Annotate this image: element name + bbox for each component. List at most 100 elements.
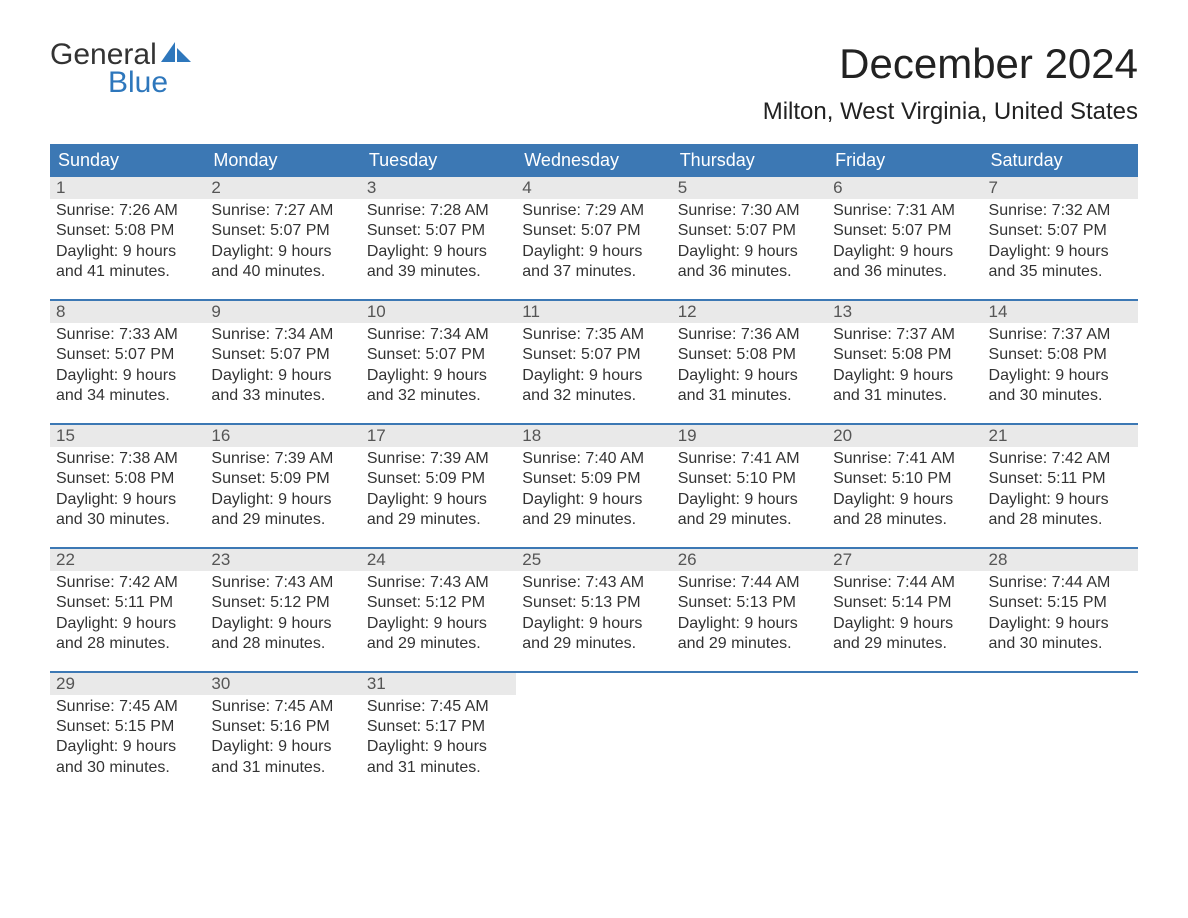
day-sunrise: Sunrise: 7:45 AM [211, 697, 354, 717]
day-sunrise: Sunrise: 7:43 AM [522, 573, 665, 593]
day-number: 22 [50, 549, 205, 571]
calendar-day: 1Sunrise: 7:26 AMSunset: 5:08 PMDaylight… [50, 177, 205, 283]
day-sunrise: Sunrise: 7:38 AM [56, 449, 199, 469]
day-d2: and 28 minutes. [833, 510, 976, 530]
day-d2: and 28 minutes. [56, 634, 199, 654]
day-sunset: Sunset: 5:07 PM [367, 345, 510, 365]
day-sunset: Sunset: 5:08 PM [989, 345, 1132, 365]
day-d2: and 31 minutes. [678, 386, 821, 406]
day-number: 26 [672, 549, 827, 571]
day-d2: and 34 minutes. [56, 386, 199, 406]
day-d1: Daylight: 9 hours [678, 366, 821, 386]
day-number: 5 [672, 177, 827, 199]
day-header: Saturday [983, 144, 1138, 177]
day-number: 15 [50, 425, 205, 447]
day-d1: Daylight: 9 hours [833, 242, 976, 262]
day-d1: Daylight: 9 hours [833, 490, 976, 510]
day-d1: Daylight: 9 hours [833, 366, 976, 386]
day-d2: and 29 minutes. [678, 634, 821, 654]
calendar-day: 16Sunrise: 7:39 AMSunset: 5:09 PMDayligh… [205, 425, 360, 531]
day-number: 6 [827, 177, 982, 199]
day-sunset: Sunset: 5:07 PM [989, 221, 1132, 241]
day-body: Sunrise: 7:39 AMSunset: 5:09 PMDaylight:… [205, 447, 360, 531]
day-number: 13 [827, 301, 982, 323]
day-sunset: Sunset: 5:13 PM [522, 593, 665, 613]
day-body: Sunrise: 7:37 AMSunset: 5:08 PMDaylight:… [827, 323, 982, 407]
day-sunrise: Sunrise: 7:39 AM [211, 449, 354, 469]
day-body: Sunrise: 7:45 AMSunset: 5:15 PMDaylight:… [50, 695, 205, 779]
day-d2: and 28 minutes. [211, 634, 354, 654]
calendar-day: 25Sunrise: 7:43 AMSunset: 5:13 PMDayligh… [516, 549, 671, 655]
calendar-day: 4Sunrise: 7:29 AMSunset: 5:07 PMDaylight… [516, 177, 671, 283]
day-sunset: Sunset: 5:10 PM [833, 469, 976, 489]
day-d1: Daylight: 9 hours [522, 614, 665, 634]
day-d2: and 30 minutes. [989, 634, 1132, 654]
day-sunset: Sunset: 5:09 PM [367, 469, 510, 489]
day-sunset: Sunset: 5:10 PM [678, 469, 821, 489]
day-sunset: Sunset: 5:13 PM [678, 593, 821, 613]
day-d2: and 29 minutes. [522, 634, 665, 654]
day-sunrise: Sunrise: 7:45 AM [367, 697, 510, 717]
logo-text-blue: Blue [50, 68, 191, 98]
day-header: Thursday [672, 144, 827, 177]
day-sunset: Sunset: 5:17 PM [367, 717, 510, 737]
day-body: Sunrise: 7:35 AMSunset: 5:07 PMDaylight:… [516, 323, 671, 407]
day-body: Sunrise: 7:39 AMSunset: 5:09 PMDaylight:… [361, 447, 516, 531]
day-body: Sunrise: 7:41 AMSunset: 5:10 PMDaylight:… [827, 447, 982, 531]
day-header: Tuesday [361, 144, 516, 177]
day-d1: Daylight: 9 hours [367, 490, 510, 510]
day-sunrise: Sunrise: 7:29 AM [522, 201, 665, 221]
day-d1: Daylight: 9 hours [56, 242, 199, 262]
calendar-week: 1Sunrise: 7:26 AMSunset: 5:08 PMDaylight… [50, 177, 1138, 283]
day-sunrise: Sunrise: 7:31 AM [833, 201, 976, 221]
day-d1: Daylight: 9 hours [211, 737, 354, 757]
day-d2: and 29 minutes. [678, 510, 821, 530]
calendar-week: 8Sunrise: 7:33 AMSunset: 5:07 PMDaylight… [50, 299, 1138, 407]
day-body: Sunrise: 7:43 AMSunset: 5:12 PMDaylight:… [205, 571, 360, 655]
day-sunset: Sunset: 5:07 PM [56, 345, 199, 365]
day-d2: and 30 minutes. [56, 758, 199, 778]
day-body: Sunrise: 7:37 AMSunset: 5:08 PMDaylight:… [983, 323, 1138, 407]
day-d2: and 32 minutes. [522, 386, 665, 406]
day-number: 29 [50, 673, 205, 695]
day-body: Sunrise: 7:43 AMSunset: 5:13 PMDaylight:… [516, 571, 671, 655]
title-block: December 2024 Milton, West Virginia, Uni… [763, 40, 1138, 126]
day-d1: Daylight: 9 hours [211, 490, 354, 510]
day-number: 24 [361, 549, 516, 571]
day-number: 14 [983, 301, 1138, 323]
day-sunrise: Sunrise: 7:39 AM [367, 449, 510, 469]
day-d2: and 31 minutes. [211, 758, 354, 778]
calendar-day: 10Sunrise: 7:34 AMSunset: 5:07 PMDayligh… [361, 301, 516, 407]
day-d1: Daylight: 9 hours [989, 614, 1132, 634]
day-sunrise: Sunrise: 7:44 AM [678, 573, 821, 593]
day-body: Sunrise: 7:43 AMSunset: 5:12 PMDaylight:… [361, 571, 516, 655]
day-header: Sunday [50, 144, 205, 177]
day-d1: Daylight: 9 hours [211, 242, 354, 262]
day-number: 31 [361, 673, 516, 695]
day-header: Wednesday [516, 144, 671, 177]
day-sunrise: Sunrise: 7:43 AM [211, 573, 354, 593]
day-d2: and 28 minutes. [989, 510, 1132, 530]
day-header: Friday [827, 144, 982, 177]
day-sunset: Sunset: 5:08 PM [56, 221, 199, 241]
day-sunrise: Sunrise: 7:40 AM [522, 449, 665, 469]
day-sunrise: Sunrise: 7:44 AM [833, 573, 976, 593]
day-d1: Daylight: 9 hours [522, 366, 665, 386]
day-number: 25 [516, 549, 671, 571]
calendar-week: 29Sunrise: 7:45 AMSunset: 5:15 PMDayligh… [50, 671, 1138, 779]
day-number: 23 [205, 549, 360, 571]
day-d2: and 35 minutes. [989, 262, 1132, 282]
day-d1: Daylight: 9 hours [367, 366, 510, 386]
day-number: 10 [361, 301, 516, 323]
day-d2: and 41 minutes. [56, 262, 199, 282]
day-sunset: Sunset: 5:15 PM [56, 717, 199, 737]
day-sunset: Sunset: 5:16 PM [211, 717, 354, 737]
day-d1: Daylight: 9 hours [678, 242, 821, 262]
calendar-day: 14Sunrise: 7:37 AMSunset: 5:08 PMDayligh… [983, 301, 1138, 407]
day-body: Sunrise: 7:36 AMSunset: 5:08 PMDaylight:… [672, 323, 827, 407]
calendar-day: 17Sunrise: 7:39 AMSunset: 5:09 PMDayligh… [361, 425, 516, 531]
day-sunrise: Sunrise: 7:35 AM [522, 325, 665, 345]
day-sunset: Sunset: 5:14 PM [833, 593, 976, 613]
day-sunset: Sunset: 5:08 PM [678, 345, 821, 365]
day-number: 17 [361, 425, 516, 447]
